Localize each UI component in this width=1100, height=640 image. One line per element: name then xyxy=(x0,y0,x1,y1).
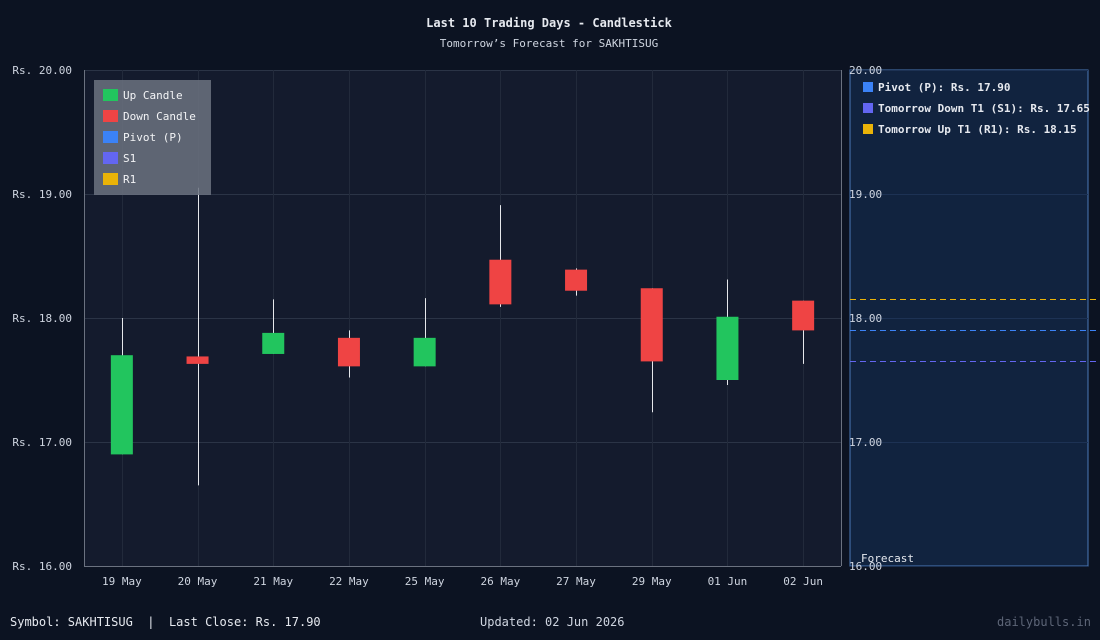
forecast-tick-label: 19.00 xyxy=(849,188,882,201)
footer-symbol-info: Symbol: SAKHTISUG | Last Close: Rs. 17.9… xyxy=(10,615,321,629)
forecast-legend-label: Tomorrow Down T1 (S1): Rs. 17.65 xyxy=(878,102,1090,115)
candle-body-down xyxy=(640,288,663,362)
candle-body-down xyxy=(186,356,209,364)
chart-title: Last 10 Trading Days - Candlestick xyxy=(426,16,672,30)
legend-label: R1 xyxy=(123,173,136,186)
candle-body-up xyxy=(716,316,739,380)
legend-label: Up Candle xyxy=(123,89,183,102)
legend-label: Pivot (P) xyxy=(123,131,183,144)
y-tick-label: Rs. 19.00 xyxy=(12,188,72,201)
y-axis-ticks: Rs. 16.00 Rs. 17.00 Rs. 18.00 Rs. 19.00 Rs. … xyxy=(12,64,72,573)
x-tick-label: 20 May xyxy=(178,575,218,588)
forecast-legend-label: Tomorrow Up T1 (R1): Rs. 18.15 xyxy=(878,123,1077,136)
legend-swatch xyxy=(103,173,118,185)
legend-label: S1 xyxy=(123,152,136,165)
x-tick-label: 22 May xyxy=(329,575,369,588)
candle-body-up xyxy=(110,355,133,455)
forecast-legend-swatch xyxy=(863,82,873,92)
candle-body-up xyxy=(262,332,285,354)
x-tick-label: 02 Jun xyxy=(783,575,823,588)
x-tick-label: 27 May xyxy=(556,575,596,588)
candle-body-up xyxy=(413,337,436,367)
y-tick-label: Rs. 20.00 xyxy=(12,64,72,77)
legend-label: Down Candle xyxy=(123,110,196,123)
candles xyxy=(110,187,815,486)
legend-swatch xyxy=(103,152,118,164)
forecast-tick-label: 17.00 xyxy=(849,436,882,449)
legend-swatch xyxy=(103,131,118,143)
candle-body-down xyxy=(489,259,512,305)
candle-body-down xyxy=(565,269,588,291)
legend-swatch xyxy=(103,89,118,101)
y-tick-label: Rs. 17.00 xyxy=(12,436,72,449)
footer-updated: Updated: 02 Jun 2026 xyxy=(480,615,625,629)
legend-swatch xyxy=(103,110,118,122)
candle-body-down xyxy=(792,300,815,331)
forecast-legend: Pivot (P): Rs. 17.90 Tomorrow Down T1 (S1… xyxy=(863,81,1090,136)
y-tick-label: Rs. 16.00 xyxy=(12,560,72,573)
forecast-legend-swatch xyxy=(863,124,873,134)
x-tick-label: 25 May xyxy=(405,575,445,588)
footer-watermark: dailybulls.in xyxy=(997,615,1091,629)
forecast-tick-label: 16.00 xyxy=(849,560,882,573)
forecast-legend-label: Pivot (P): Rs. 17.90 xyxy=(878,81,1010,94)
forecast-axis-ticks: 16.00 17.00 18.00 19.00 20.00 xyxy=(849,64,882,573)
x-axis-ticks: 19 May 20 May 21 May 22 May 25 May 26 May 27 M… xyxy=(102,575,823,588)
legend: Up Candle Down Candle Pivot (P) S1 R1 xyxy=(94,80,211,195)
x-tick-label: 26 May xyxy=(480,575,520,588)
y-tick-label: Rs. 18.00 xyxy=(12,312,72,325)
forecast-lines xyxy=(850,299,1100,362)
x-tick-label: 21 May xyxy=(253,575,293,588)
forecast-legend-swatch xyxy=(863,103,873,113)
chart-subtitle: Tomorrow’s Forecast for SAKHTISUG xyxy=(440,37,659,50)
forecast-tick-label: 18.00 xyxy=(849,312,882,325)
x-tick-label: 19 May xyxy=(102,575,142,588)
forecast-panel-label: Forecast xyxy=(861,552,914,565)
forecast-tick-label: 20.00 xyxy=(849,64,882,77)
x-tick-label: 29 May xyxy=(632,575,672,588)
candle-body-down xyxy=(337,337,360,367)
x-tick-label: 01 Jun xyxy=(708,575,748,588)
